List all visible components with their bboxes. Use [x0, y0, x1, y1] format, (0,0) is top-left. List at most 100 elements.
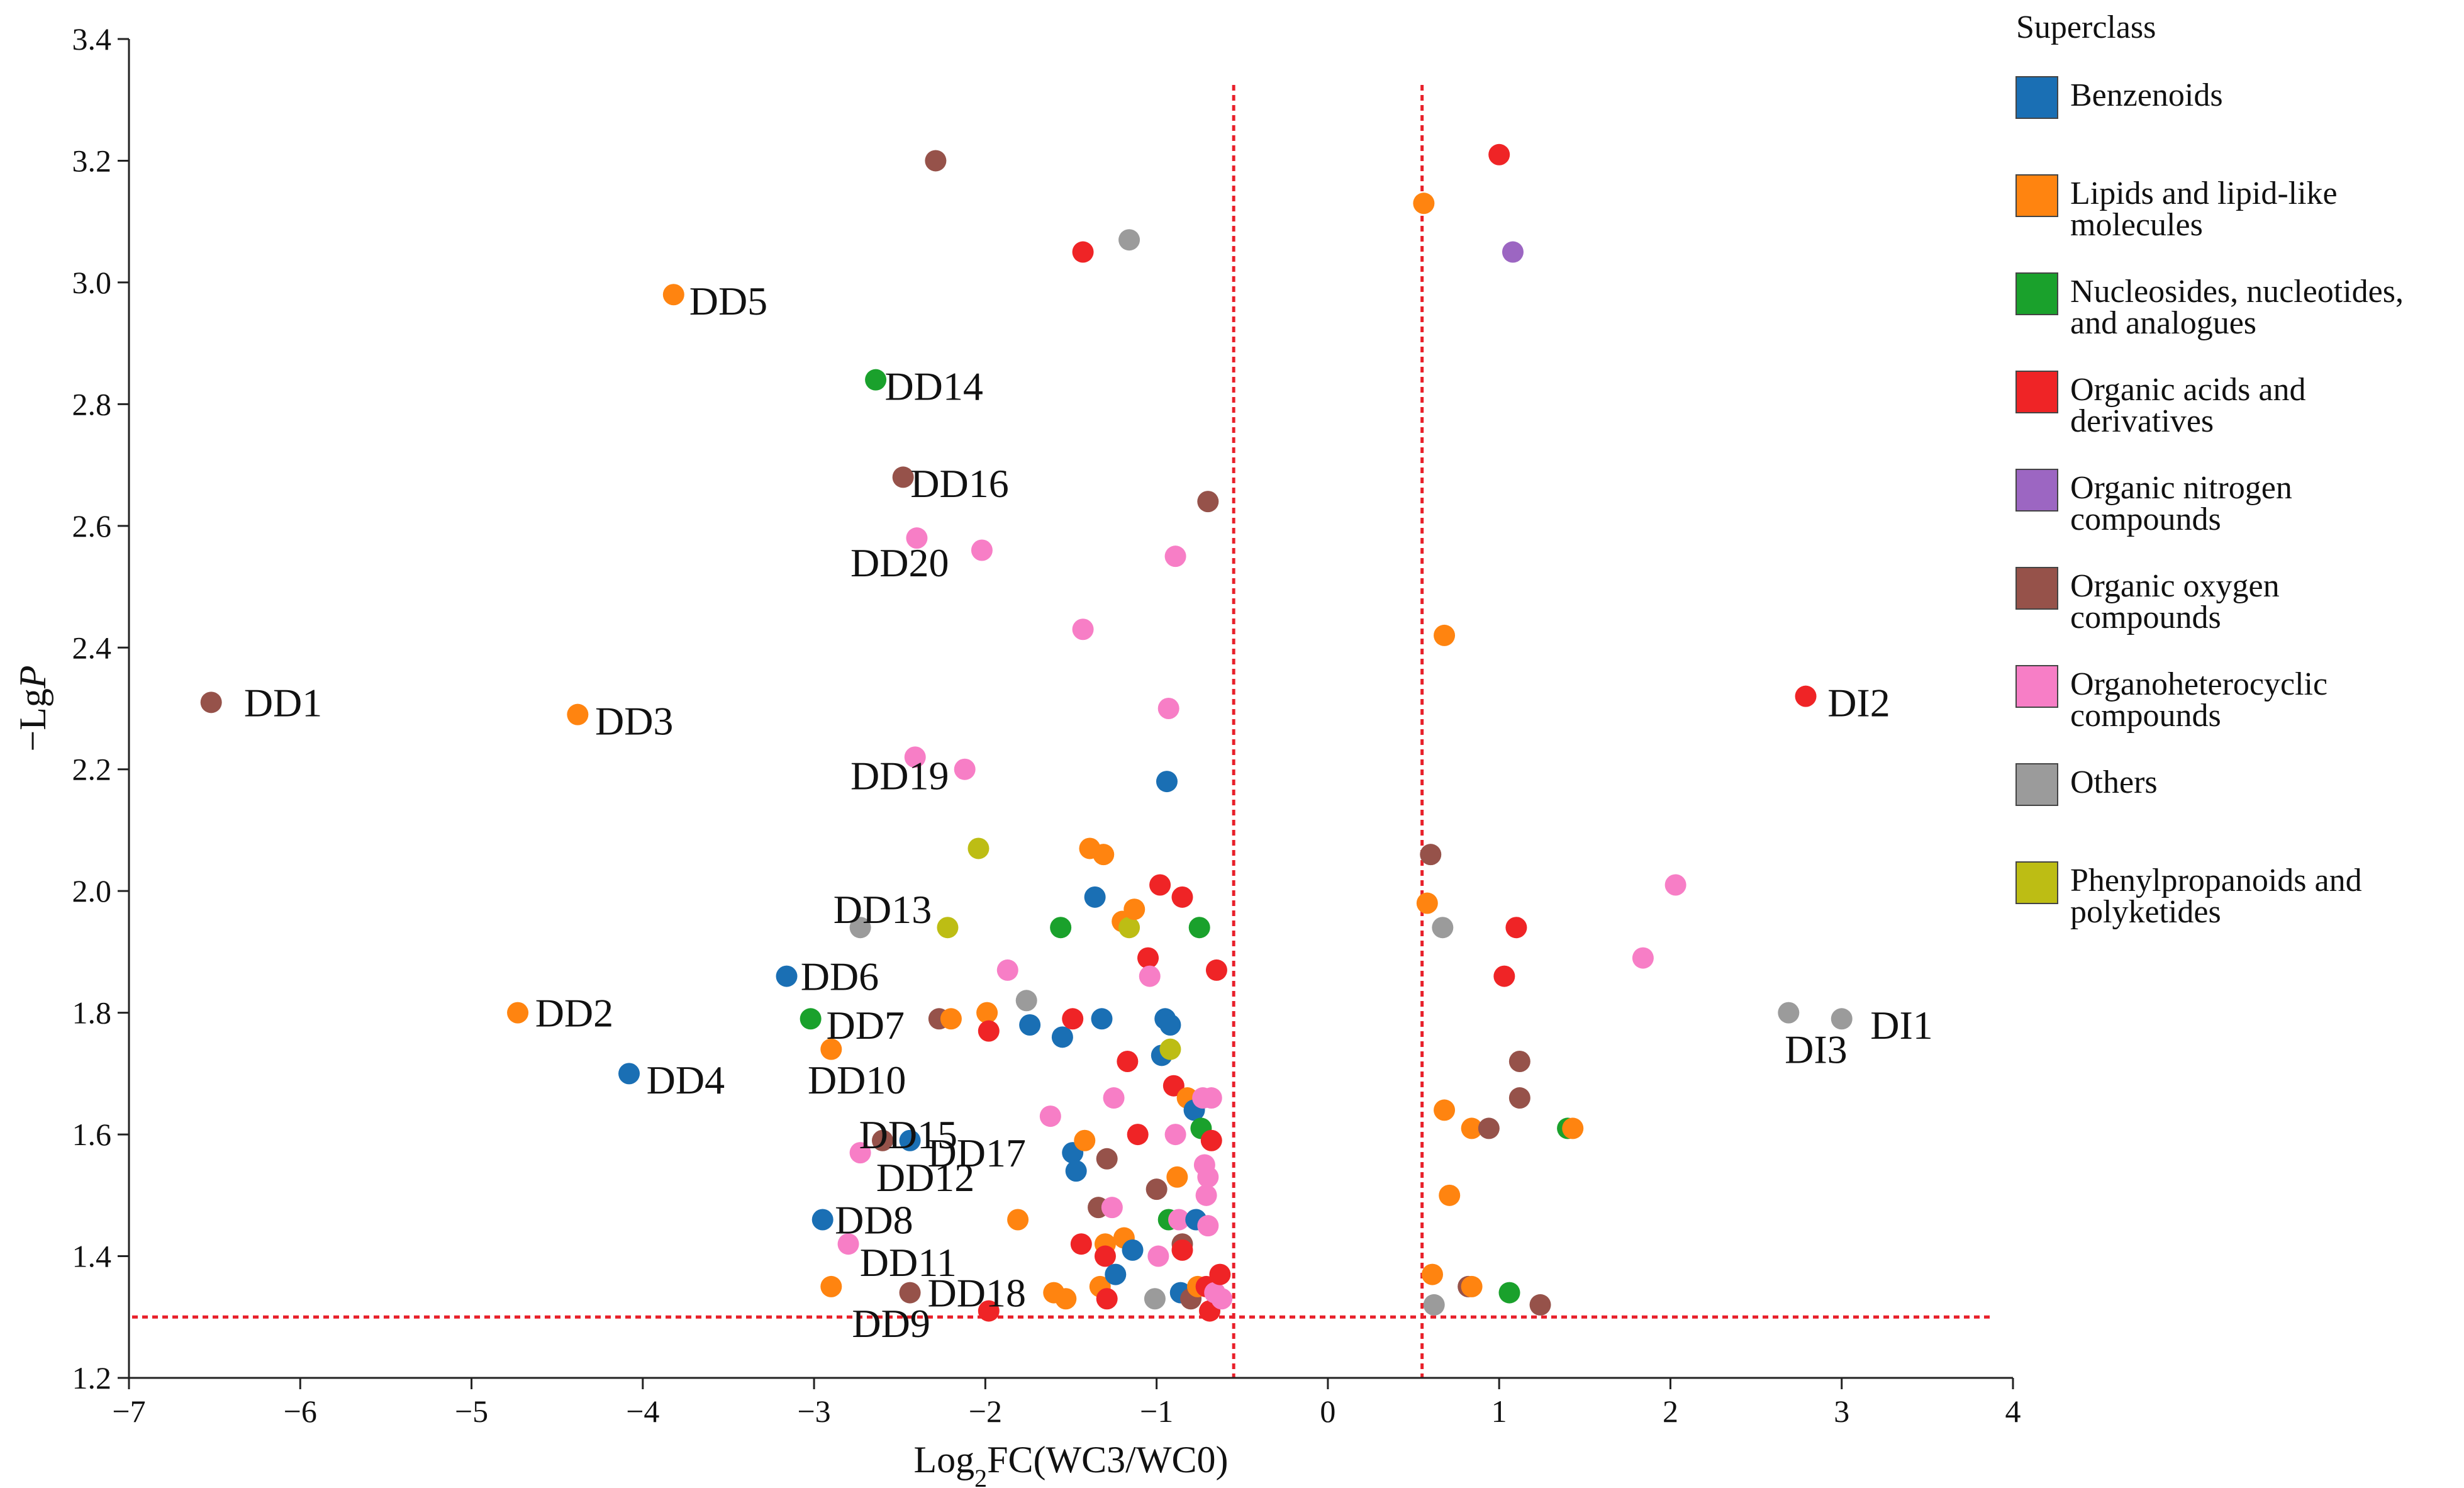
x-axis-title: Log2FC(WC3/WC0): [914, 1439, 1229, 1488]
data-point: [1091, 1008, 1113, 1030]
legend-swatch: [2015, 174, 2058, 217]
y-axis-title: −LgP: [12, 665, 53, 751]
legend-swatch: [2015, 76, 2058, 119]
x-tick-label: −5: [455, 1394, 488, 1429]
y-tick-label: 3.0: [72, 265, 112, 300]
legend-label: compounds: [2070, 600, 2221, 635]
data-point: [1200, 1129, 1222, 1151]
legend-swatch: [2015, 272, 2058, 315]
data-point: [1050, 917, 1072, 939]
data-point: [954, 758, 976, 780]
data-point: [776, 965, 798, 987]
data-point: [1461, 1275, 1483, 1297]
legend-label: derivatives: [2070, 403, 2214, 439]
y-tick-label: 2.4: [72, 630, 112, 665]
data-point: [849, 917, 871, 939]
legend-label: Others: [2070, 764, 2158, 800]
data-point: [1039, 1105, 1061, 1127]
data-point: [1072, 618, 1094, 641]
x-tick-label: 4: [2005, 1394, 2021, 1429]
legend-label: Organic acids and: [2070, 372, 2305, 408]
data-point: [978, 1020, 1000, 1042]
point-label: DD5: [689, 279, 767, 323]
point-label: DI1: [1870, 1003, 1933, 1048]
data-point: [1205, 959, 1227, 981]
data-point: [1423, 1294, 1445, 1316]
x-tick-label: 2: [1663, 1394, 1678, 1429]
legend-swatch: [2015, 371, 2058, 413]
x-tick-label: −7: [112, 1394, 145, 1429]
data-point: [1197, 1215, 1219, 1237]
legend-title: Superclass: [2016, 9, 2156, 45]
data-point: [1084, 886, 1106, 908]
data-point: [1209, 1263, 1231, 1285]
legend-label: Lipids and lipid-like: [2070, 176, 2338, 211]
data-point: [1149, 874, 1171, 896]
data-point: [1094, 1245, 1116, 1267]
data-point: [1478, 1117, 1500, 1139]
point-label: DD13: [833, 887, 932, 932]
point-label: DD18: [928, 1271, 1026, 1316]
legend-label: Organic nitrogen: [2070, 470, 2292, 506]
data-point: [1505, 917, 1527, 939]
data-point: [1188, 917, 1210, 939]
data-point: [1168, 1209, 1190, 1231]
point-labels: DD1DD2DD3DD4DD5DD6DD7DD8DD9DD10DD11DD12D…: [244, 279, 1933, 1346]
data-point: [1093, 844, 1115, 866]
y-tick-label: 2.8: [72, 386, 112, 422]
data-point: [1105, 1263, 1127, 1285]
data-point: [899, 1282, 921, 1304]
data-point: [1420, 844, 1442, 866]
data-point: [1778, 1002, 1800, 1024]
data-point: [996, 959, 1018, 981]
y-tick-label: 1.4: [72, 1239, 112, 1274]
y-tick-label: 2.0: [72, 873, 112, 909]
data-point: [976, 1002, 998, 1024]
point-label: DD19: [850, 753, 949, 798]
data-point: [1096, 1148, 1118, 1170]
data-point: [567, 703, 589, 725]
data-point: [800, 1008, 822, 1030]
data-point: [1197, 491, 1219, 513]
data-point: [1197, 1166, 1219, 1188]
legend-swatch: [2015, 469, 2058, 512]
data-point: [1439, 1184, 1461, 1206]
data-point: [1103, 1087, 1125, 1109]
point-label: DD16: [910, 461, 1008, 506]
data-point: [1508, 1087, 1530, 1109]
legend-swatch: [2015, 567, 2058, 610]
data-point: [1055, 1288, 1077, 1310]
data-point: [1127, 1124, 1149, 1146]
data-point: [892, 466, 914, 488]
x-tick-label: −6: [284, 1394, 317, 1429]
point-label: DD14: [884, 364, 983, 408]
data-point: [1157, 698, 1179, 719]
y-tick-label: 1.2: [72, 1360, 112, 1396]
data-point: [618, 1063, 640, 1085]
data-point: [1065, 1160, 1087, 1182]
data-point: [1171, 886, 1193, 908]
data-point: [1015, 990, 1037, 1012]
data-point: [1529, 1294, 1551, 1316]
legend-swatch: [2015, 763, 2058, 806]
point-label: DD2: [535, 991, 613, 1036]
data-point: [837, 1233, 859, 1255]
x-tick-label: 1: [1491, 1394, 1507, 1429]
x-tick-label: 0: [1320, 1394, 1335, 1429]
data-point: [1118, 917, 1140, 939]
point-label: DD4: [647, 1058, 725, 1102]
data-point: [1164, 1124, 1186, 1146]
data-point: [1416, 892, 1438, 914]
axes: [128, 39, 2013, 1379]
legend-swatch: [2015, 861, 2058, 904]
data-point: [899, 1129, 921, 1151]
x-tick-label: −3: [797, 1394, 830, 1429]
data-point: [1074, 1129, 1096, 1151]
legend-label: Nucleosides, nucleotides,: [2070, 274, 2404, 310]
data-point: [971, 539, 993, 561]
data-point: [904, 746, 926, 768]
data-point: [1211, 1288, 1233, 1310]
data-point: [937, 917, 959, 939]
data-point: [1096, 1288, 1118, 1310]
data-point: [811, 1209, 833, 1231]
